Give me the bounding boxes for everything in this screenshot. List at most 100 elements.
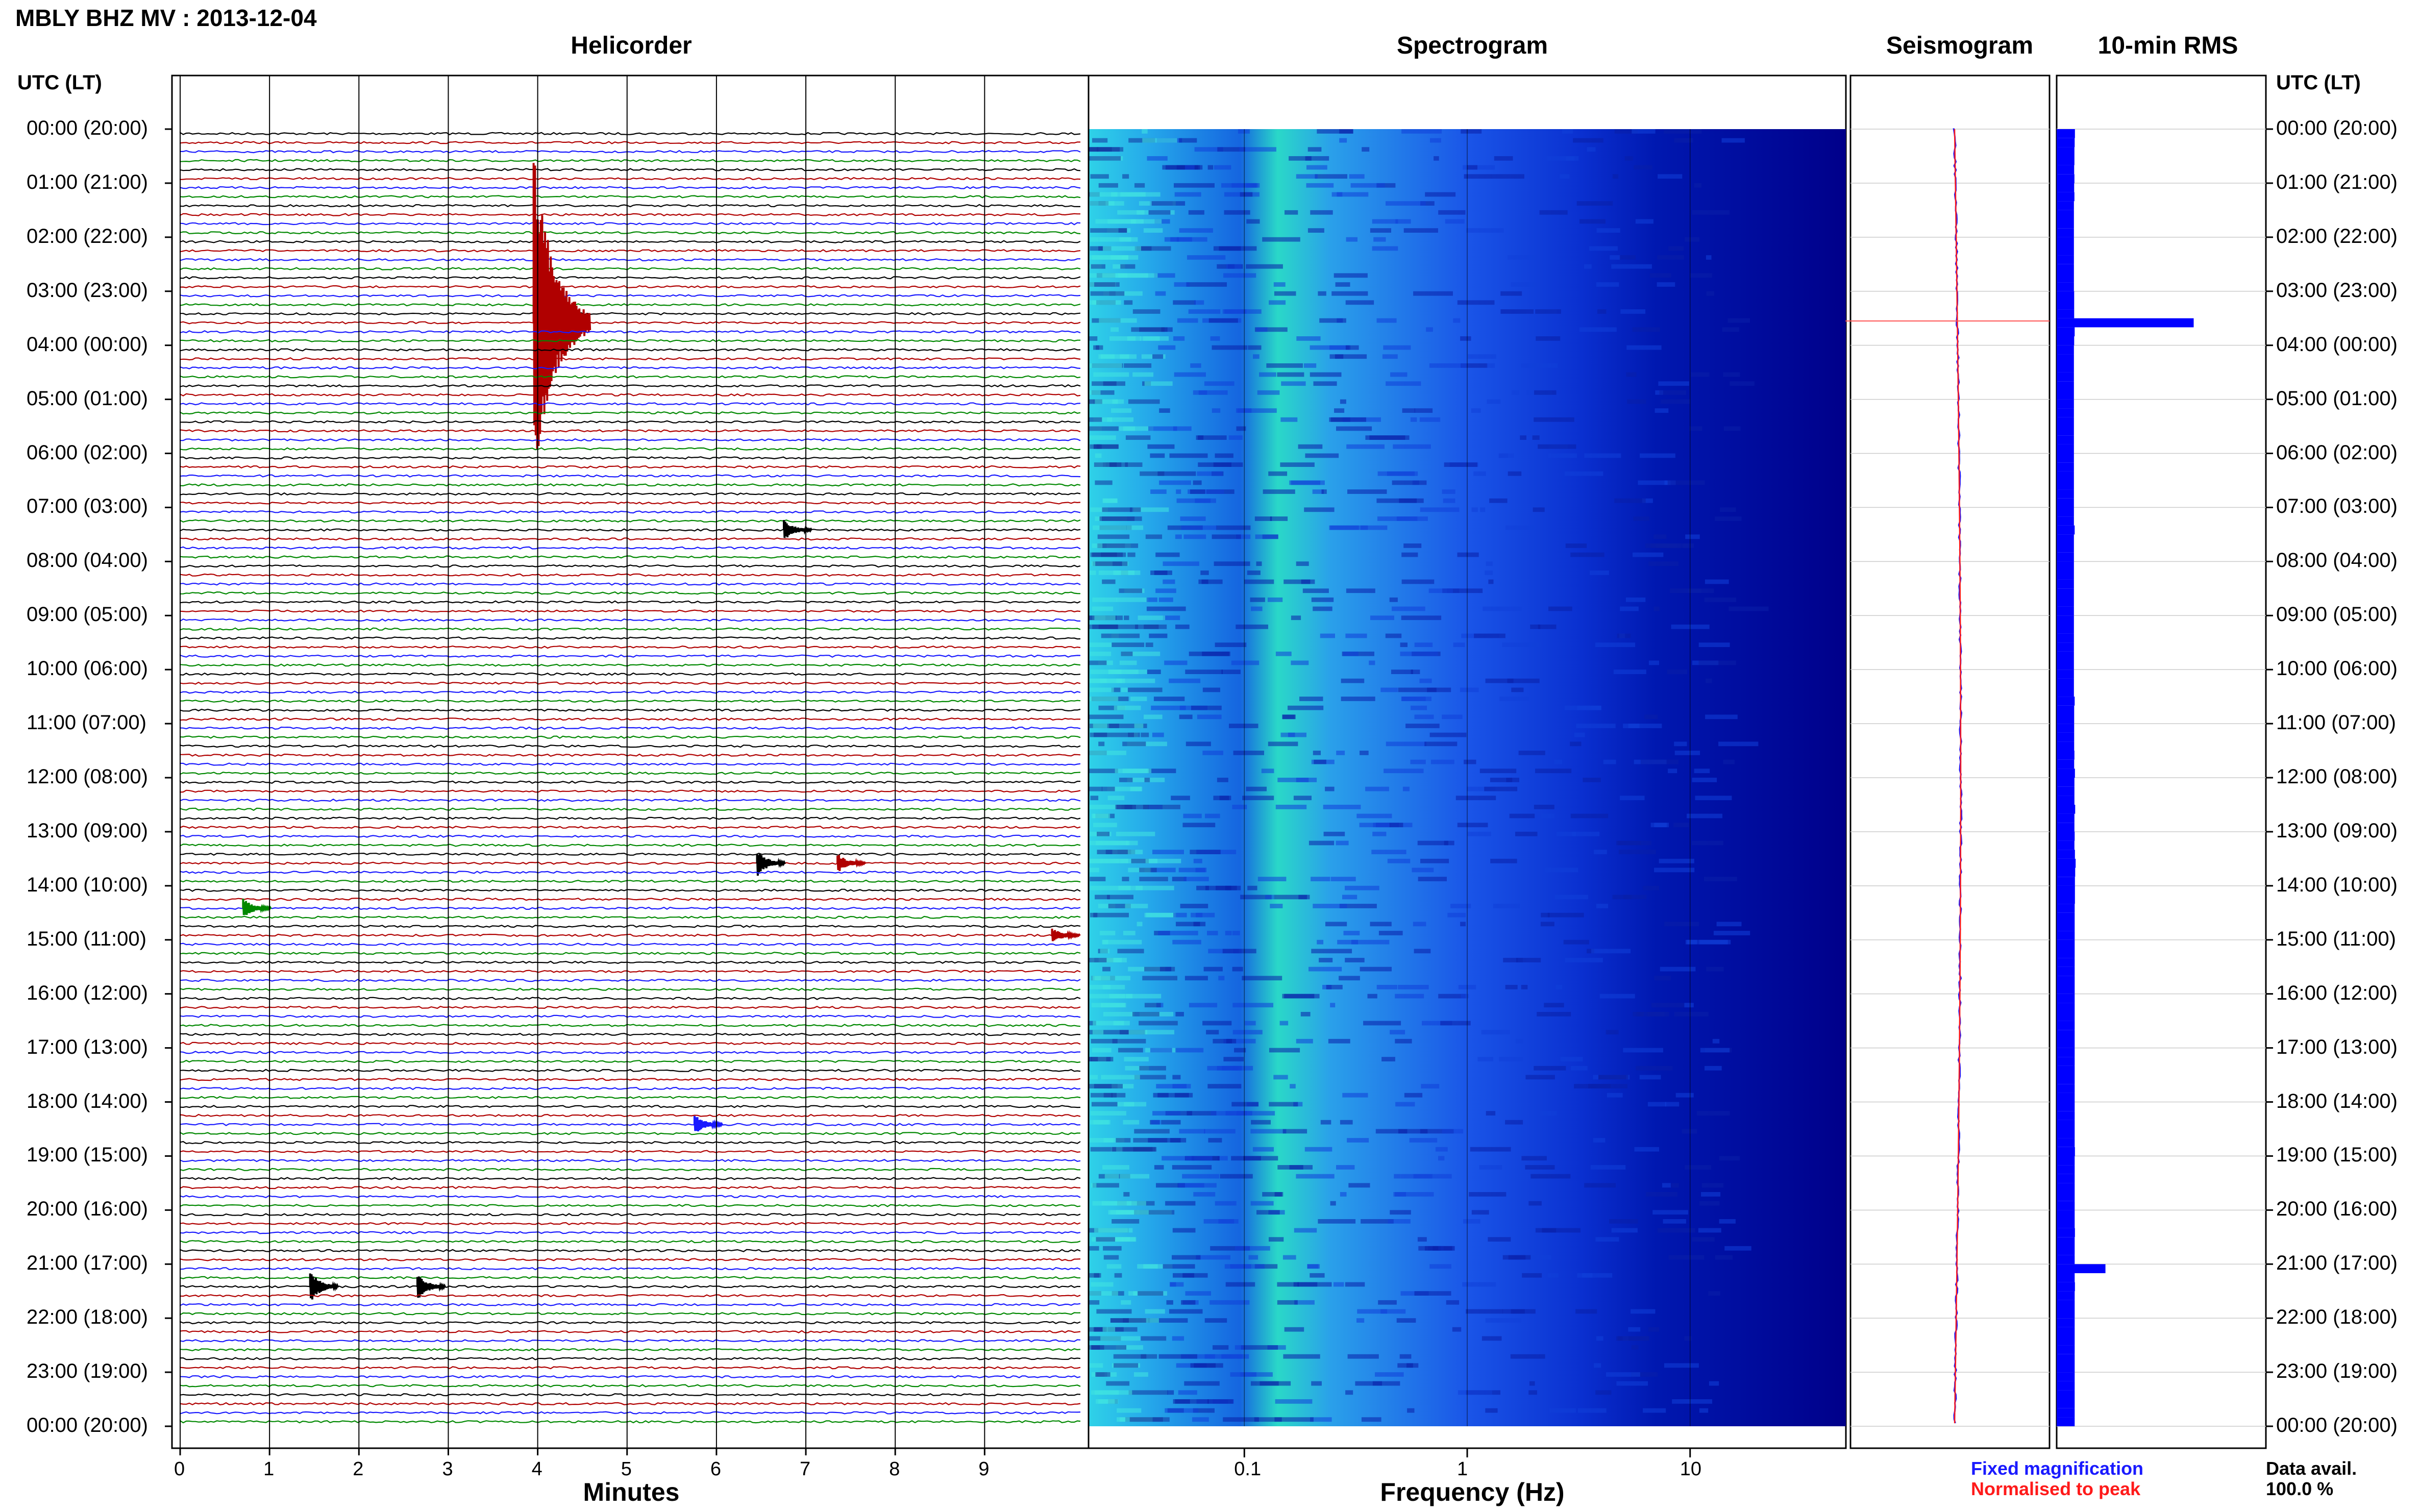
spectrogram-streak: [1103, 1246, 1122, 1251]
spectrogram-streak: [1460, 336, 1471, 341]
helicorder-trace: [179, 492, 1081, 496]
helicorder-trace: [179, 879, 1081, 883]
data-availability-value: 100.0 %: [2266, 1478, 2334, 1499]
spectrogram-streak: [1122, 877, 1129, 881]
helicorder-trace: [179, 762, 1081, 766]
spectrogram-streak: [1525, 1075, 1555, 1080]
spectrogram-streak: [1446, 1300, 1460, 1305]
spectrogram-streak: [1398, 1129, 1428, 1134]
rms-bar: [2057, 1246, 2075, 1255]
spectrogram-streak: [1315, 174, 1348, 179]
spectrogram-streak: [1401, 129, 1442, 134]
spectrogram-streak: [1186, 282, 1227, 287]
helicorder-trace: [179, 1339, 1081, 1343]
spectrogram-streak: [1362, 147, 1370, 152]
rms-bar: [2057, 1381, 2075, 1391]
spectrogram-streak: [1202, 687, 1220, 692]
rms-bar: [2057, 1210, 2075, 1219]
spectrogram-streak: [1275, 805, 1307, 809]
helicorder-trace: [179, 618, 1081, 623]
spectrogram-streak: [1090, 670, 1122, 674]
spectrogram-streak: [1090, 651, 1112, 656]
spectrogram-streak: [1667, 670, 1688, 674]
spectrogram-streak: [1095, 480, 1113, 485]
spectrogram-streak: [1540, 922, 1554, 927]
spectrogram-streak: [1695, 796, 1732, 801]
spectrogram-streak: [1361, 1219, 1394, 1224]
spectrogram-streak: [1311, 1381, 1322, 1386]
spectrogram-streak: [1488, 1237, 1511, 1242]
spectrogram-streak: [1169, 678, 1201, 683]
spectrogram-streak: [1636, 1065, 1673, 1071]
spectrogram-streak: [1215, 1201, 1237, 1206]
spectrogram-streak: [1141, 1336, 1167, 1341]
spectrogram-streak: [1093, 976, 1131, 981]
spectrogram-streak: [1205, 813, 1220, 819]
rms-bar: [2057, 228, 2074, 237]
spectrogram-streak: [1452, 1327, 1462, 1332]
spectrogram-streak: [1477, 1057, 1494, 1061]
spectrogram-streak: [1093, 345, 1099, 350]
spectrogram-streak: [1131, 858, 1149, 863]
spectrogram-streak: [1467, 786, 1496, 791]
rms-bar: [2057, 1354, 2075, 1364]
spectrogram-streak: [1138, 1291, 1164, 1296]
helicorder-trace: [179, 1141, 1081, 1145]
spectrogram-streak: [1133, 507, 1169, 512]
spectrogram-streak: [1631, 1309, 1656, 1314]
spectrogram-streak: [1325, 922, 1347, 927]
spectrogram-streak: [1570, 741, 1582, 747]
spectrogram-streak: [1225, 931, 1232, 935]
spectrogram-streak: [1095, 1372, 1110, 1377]
time-label-right: 18:00 (14:00): [2276, 1089, 2398, 1112]
spectrogram-streak: [1172, 1255, 1201, 1260]
spectrogram-streak: [1489, 498, 1508, 503]
spectrogram-streak: [1109, 724, 1147, 728]
rms-bar: [2057, 633, 2074, 643]
spectrogram-streak: [1672, 1399, 1712, 1404]
spectrogram-streak: [1096, 300, 1121, 305]
spectrogram-streak: [1345, 885, 1379, 890]
spectrogram-streak: [1685, 939, 1697, 945]
spectrogram-streak: [1183, 877, 1209, 881]
helicorder-event: [836, 855, 867, 871]
spectrogram-streak: [1640, 453, 1675, 458]
spectrogram-streak: [1587, 147, 1596, 152]
spectrogram-streak: [1576, 201, 1613, 206]
spectrogram-streak: [1102, 939, 1142, 945]
spectrogram-streak: [1207, 165, 1214, 170]
helicorder-trace: [179, 366, 1081, 369]
rms-bar: [2057, 147, 2075, 156]
spectrogram-streak: [1132, 1012, 1159, 1017]
spectrogram-streak: [1223, 1038, 1256, 1044]
spectrogram-streak: [1111, 687, 1121, 692]
spectrogram-streak: [1596, 1336, 1603, 1341]
legend-normalised-to-peak: Normalised to peak: [1971, 1478, 2141, 1499]
helicorder-trace: [180, 681, 1081, 685]
time-label-right: 09:00 (05:00): [2276, 603, 2398, 626]
spectrogram-streak: [1727, 318, 1750, 323]
rms-bar: [2057, 1129, 2075, 1138]
time-label-left: 03:00 (23:00): [27, 279, 148, 302]
spectrogram-streak: [1565, 543, 1587, 548]
spectrogram-streak: [1146, 597, 1157, 602]
spectrogram-streak: [1196, 912, 1203, 918]
spectrogram-streak: [1716, 922, 1742, 927]
spectrogram-streak: [1282, 1255, 1296, 1260]
spectrogram-streak: [1183, 813, 1202, 819]
time-label-right: 10:00 (06:00): [2276, 657, 2398, 680]
minute-tick-label: 8: [889, 1458, 900, 1480]
spectrogram-streak: [1158, 597, 1173, 602]
time-label-right: 00:00 (20:00): [2276, 117, 2398, 139]
helicorder-trace: [179, 636, 1081, 640]
rms-bar: [2057, 183, 2075, 192]
spectrogram-streak: [1150, 489, 1167, 494]
spectrogram-streak: [1334, 408, 1345, 413]
spectrogram-streak: [1648, 561, 1679, 566]
spectrogram-streak: [1155, 588, 1176, 593]
spectrogram-streak: [1674, 1012, 1709, 1017]
rms-bar: [2057, 498, 2074, 508]
spectrogram-streak: [1493, 904, 1520, 908]
spectrogram-streak: [1311, 597, 1334, 602]
spectrogram-streak: [1663, 1219, 1686, 1224]
